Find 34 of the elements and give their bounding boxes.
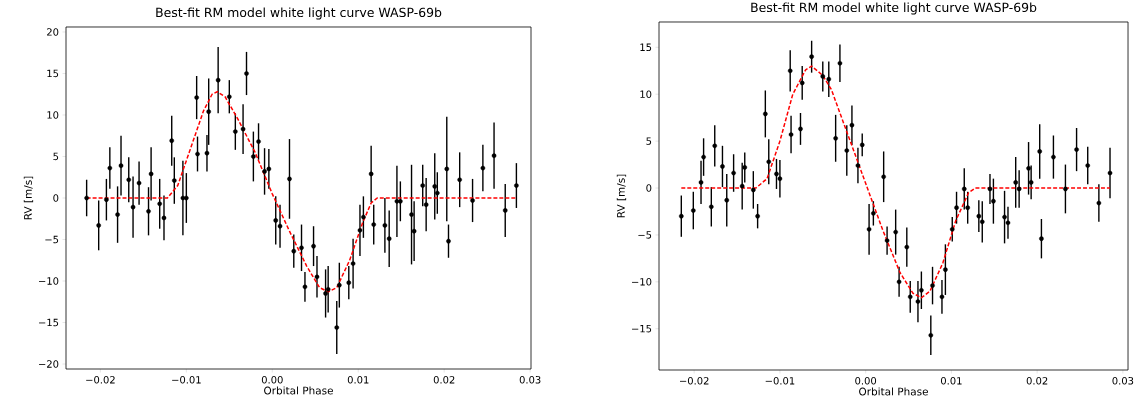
y-tick-label: 0 — [646, 184, 652, 192]
y-tick-label: 20 — [47, 28, 59, 36]
y-tick-label: −15 — [39, 318, 59, 327]
x-axis-title: Orbital Phase — [264, 386, 333, 395]
x-tick-label: −0.01 — [765, 377, 795, 385]
y-tick-label: 15 — [47, 69, 59, 78]
x-tick-label: 0.02 — [1026, 377, 1048, 385]
y-tick-label: 0 — [53, 194, 59, 202]
x-tick-label: 0.00 — [261, 376, 283, 384]
x-tick-label: 0.01 — [940, 377, 962, 385]
x-tick-label: 0.03 — [519, 376, 541, 384]
y-tick-label: −15 — [632, 325, 652, 333]
y-tick-label: −20 — [39, 360, 59, 368]
x-tick-label: 0.00 — [855, 377, 877, 385]
y-tick-label: 10 — [640, 90, 652, 98]
y-tick-label: 10 — [47, 111, 59, 119]
y-tick-label: −5 — [638, 231, 652, 239]
x-tick-label: −0.02 — [86, 376, 115, 384]
y-axis-title: RV [m/s] — [23, 176, 34, 220]
chart-title: Best-fit RM model white light curve WASP-69b — [156, 7, 442, 20]
x-tick-label: −0.02 — [679, 377, 709, 385]
x-tick-label: 0.03 — [1112, 377, 1134, 385]
chart-title: Best-fit RM model white light curve WASP-69b — [751, 2, 1037, 15]
y-tick-label: 5 — [53, 152, 59, 161]
x-tick-label: −0.01 — [172, 376, 201, 384]
y-tick-label: −5 — [45, 235, 59, 244]
y-axis-title: RV [m/s] — [616, 174, 627, 218]
x-tick-label: 0.02 — [433, 376, 455, 384]
y-tick-label: 15 — [640, 43, 652, 52]
y-tick-label: 5 — [646, 137, 652, 145]
x-tick-label: 0.01 — [347, 376, 369, 384]
y-tick-label: −10 — [632, 278, 652, 286]
x-axis-title: Orbital Phase — [859, 387, 928, 396]
y-tick-label: −10 — [39, 277, 59, 285]
